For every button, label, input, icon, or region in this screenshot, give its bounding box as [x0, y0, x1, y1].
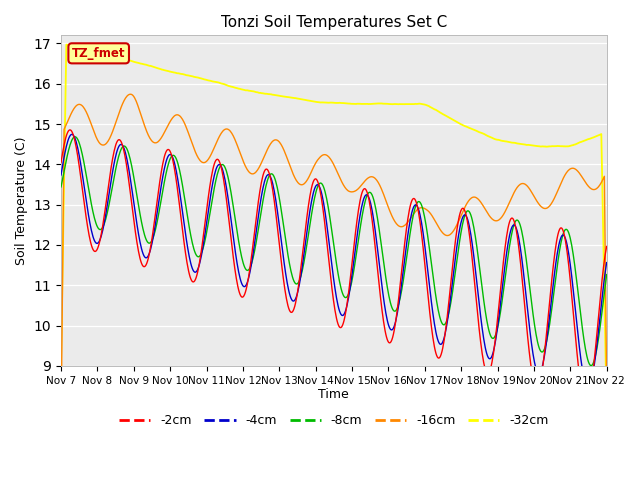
- -32cm: [63, 42, 70, 48]
- -4cm: [179, 214, 187, 220]
- Line: -16cm: -16cm: [61, 94, 607, 431]
- -2cm: [67, 127, 74, 133]
- -8cm: [208, 198, 216, 204]
- -2cm: [68, 128, 76, 134]
- -2cm: [179, 233, 187, 239]
- -4cm: [124, 161, 132, 167]
- -16cm: [124, 93, 131, 99]
- -8cm: [417, 201, 424, 206]
- -16cm: [67, 111, 75, 117]
- -8cm: [67, 140, 75, 145]
- -32cm: [124, 57, 132, 63]
- -4cm: [67, 132, 75, 138]
- Line: -32cm: -32cm: [61, 45, 607, 411]
- X-axis label: Time: Time: [319, 388, 349, 401]
- -8cm: [124, 148, 132, 154]
- -2cm: [57, 160, 65, 166]
- -4cm: [68, 132, 76, 137]
- -16cm: [179, 118, 187, 123]
- -32cm: [208, 78, 216, 84]
- -32cm: [417, 101, 424, 107]
- -8cm: [603, 272, 611, 277]
- -16cm: [401, 222, 408, 228]
- -32cm: [603, 408, 611, 414]
- -2cm: [124, 171, 132, 177]
- Line: -4cm: -4cm: [61, 134, 607, 387]
- -4cm: [603, 260, 611, 265]
- Text: TZ_fmet: TZ_fmet: [72, 47, 125, 60]
- Line: -8cm: -8cm: [61, 137, 607, 366]
- -16cm: [417, 205, 424, 211]
- -2cm: [417, 224, 424, 230]
- -16cm: [208, 150, 216, 156]
- Line: -2cm: -2cm: [61, 130, 607, 404]
- -4cm: [584, 384, 591, 390]
- -32cm: [401, 101, 408, 107]
- -4cm: [401, 255, 408, 261]
- Title: Tonzi Soil Temperatures Set C: Tonzi Soil Temperatures Set C: [221, 15, 447, 30]
- Legend: -2cm, -4cm, -8cm, -16cm, -32cm: -2cm, -4cm, -8cm, -16cm, -32cm: [114, 409, 554, 432]
- -32cm: [68, 43, 76, 49]
- -32cm: [57, 360, 65, 366]
- -2cm: [582, 401, 590, 407]
- Y-axis label: Soil Temperature (C): Soil Temperature (C): [15, 136, 28, 265]
- -16cm: [603, 379, 611, 385]
- -16cm: [57, 428, 65, 433]
- -8cm: [71, 134, 79, 140]
- -8cm: [57, 184, 65, 190]
- -32cm: [179, 72, 187, 77]
- -8cm: [401, 268, 408, 274]
- -8cm: [588, 363, 595, 369]
- -8cm: [179, 187, 187, 192]
- -2cm: [401, 240, 408, 245]
- -4cm: [57, 172, 65, 178]
- -4cm: [417, 216, 424, 221]
- -2cm: [603, 243, 611, 249]
- -2cm: [208, 170, 216, 176]
- -4cm: [208, 184, 216, 190]
- -16cm: [126, 91, 134, 97]
